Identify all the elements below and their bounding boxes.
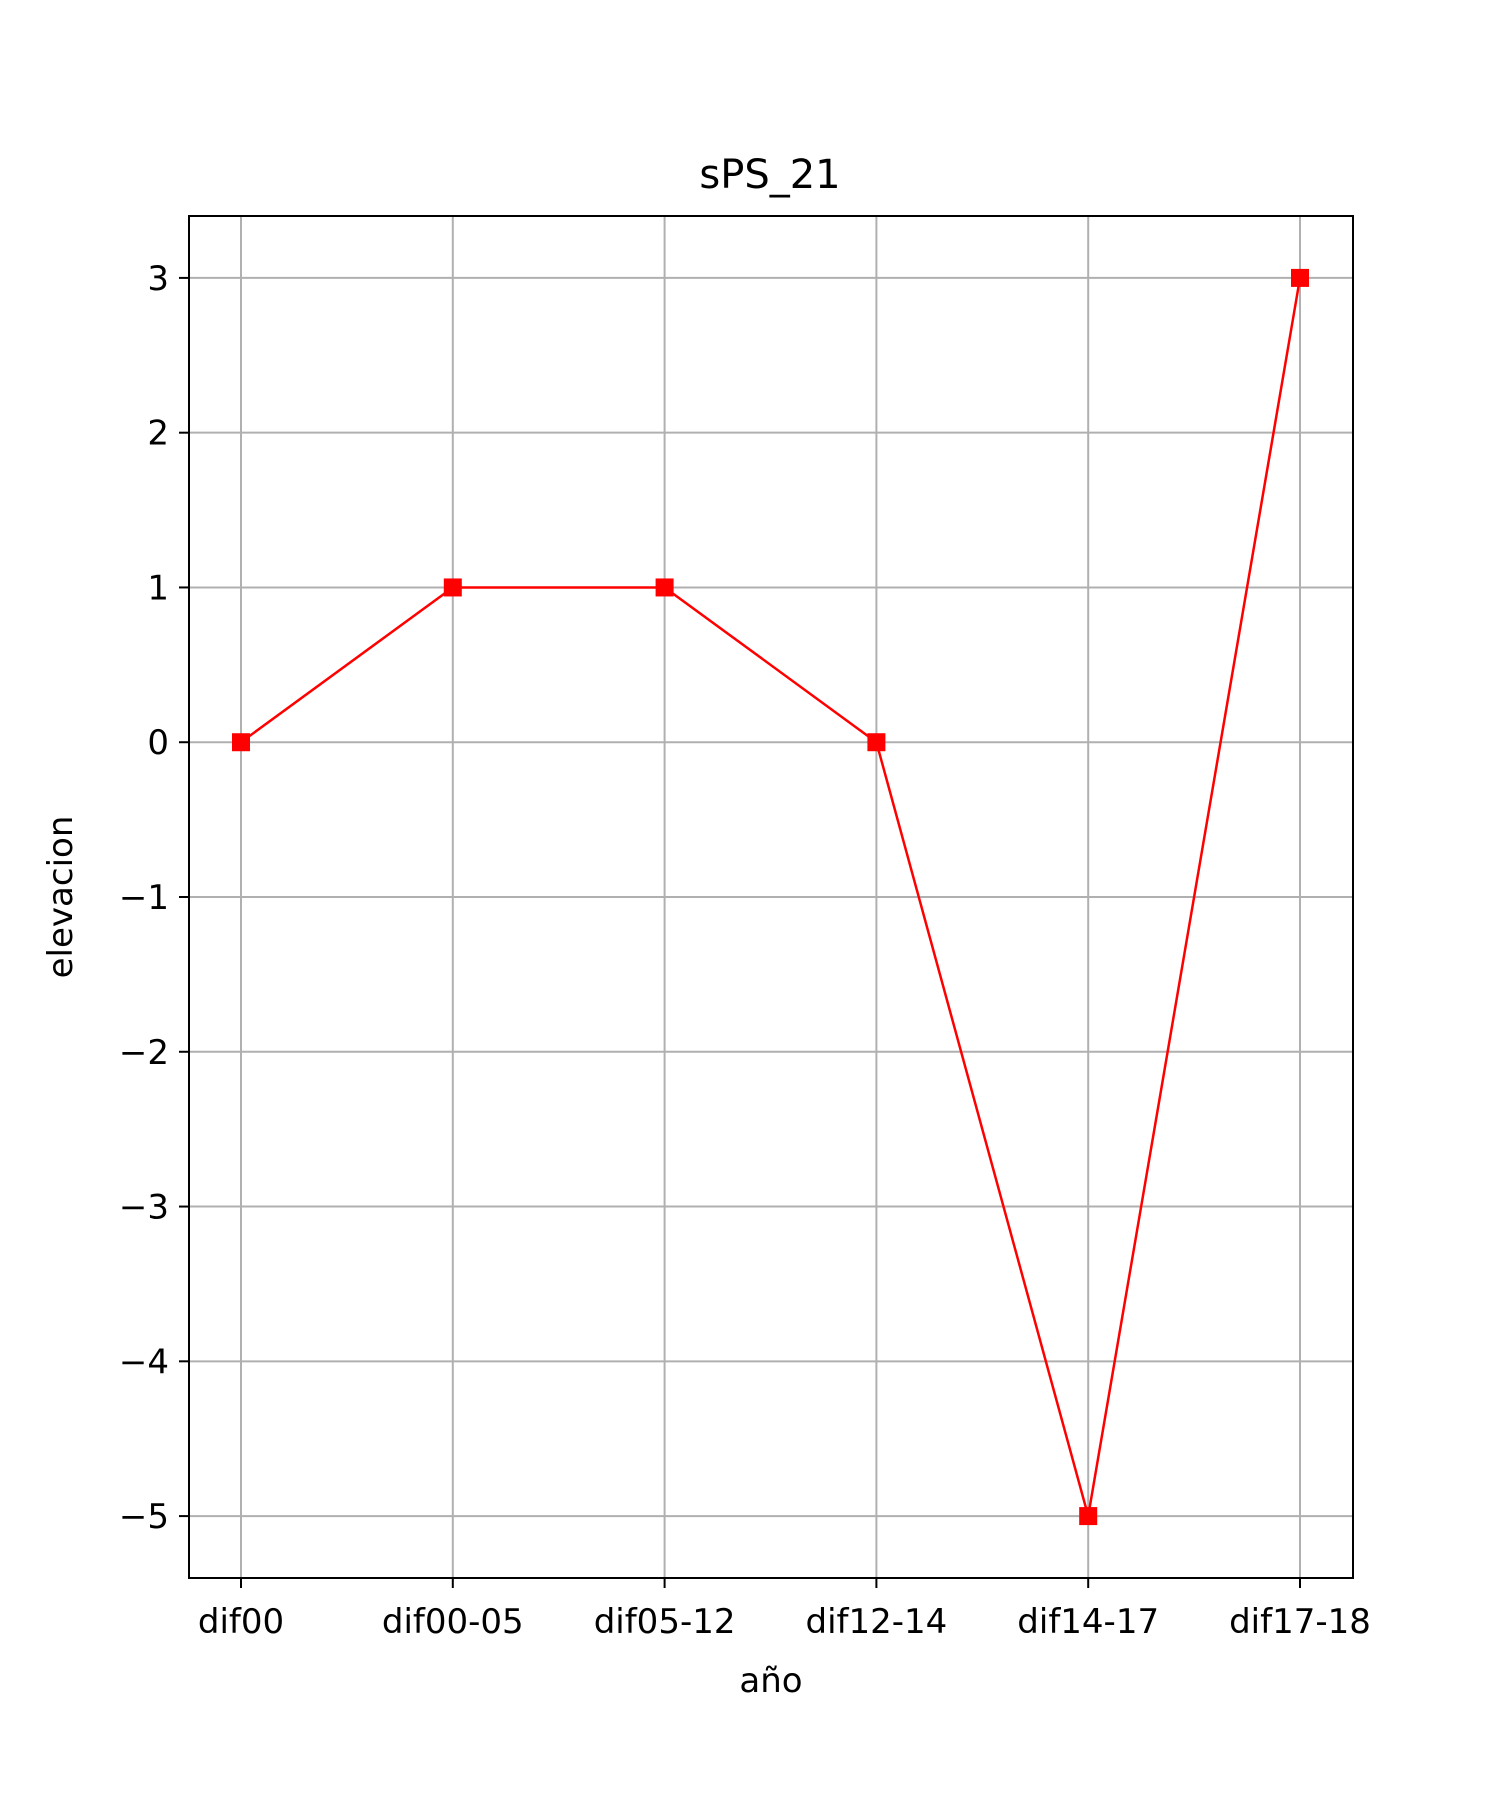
- x-tick-label: dif14-17: [1017, 1602, 1159, 1642]
- data-point-marker: [443, 578, 462, 597]
- y-tick-label: 2: [147, 414, 169, 454]
- chart-title: sPS_21: [699, 152, 840, 198]
- y-tick-label: −3: [119, 1188, 169, 1228]
- series-line: [240, 277, 1302, 1517]
- y-tick-label: −4: [119, 1342, 169, 1382]
- y-axis: 3 2 1 0 −1 −2 −3 −4 −5: [119, 259, 189, 1537]
- x-tick-label: dif17-18: [1229, 1602, 1371, 1642]
- y-tick-label: 3: [147, 259, 169, 299]
- series-layer: [232, 268, 1309, 1526]
- data-point-marker: [655, 578, 674, 597]
- data-point-marker: [1079, 1507, 1098, 1526]
- x-tick-label: dif00-05: [382, 1602, 524, 1642]
- y-tick-label: 0: [147, 723, 169, 763]
- y-tick-label: −1: [119, 878, 169, 918]
- x-tick-label: dif00: [198, 1602, 284, 1642]
- data-point-marker: [232, 733, 250, 752]
- y-axis-title: elevacion: [41, 816, 81, 979]
- y-tick-label: −5: [119, 1497, 169, 1537]
- data-point-marker: [1291, 268, 1309, 287]
- y-tick-label: 1: [147, 568, 169, 608]
- x-axis-title: año: [739, 1661, 802, 1701]
- x-tick-label: dif05-12: [594, 1602, 736, 1642]
- x-axis: dif00 dif00-05 dif05-12 dif12-14 dif14-17 dif…: [198, 1578, 1371, 1642]
- grid: [189, 216, 1353, 1578]
- y-tick-label: −2: [119, 1033, 169, 1073]
- x-tick-label: dif12-14: [806, 1602, 948, 1642]
- data-point-marker: [867, 733, 886, 752]
